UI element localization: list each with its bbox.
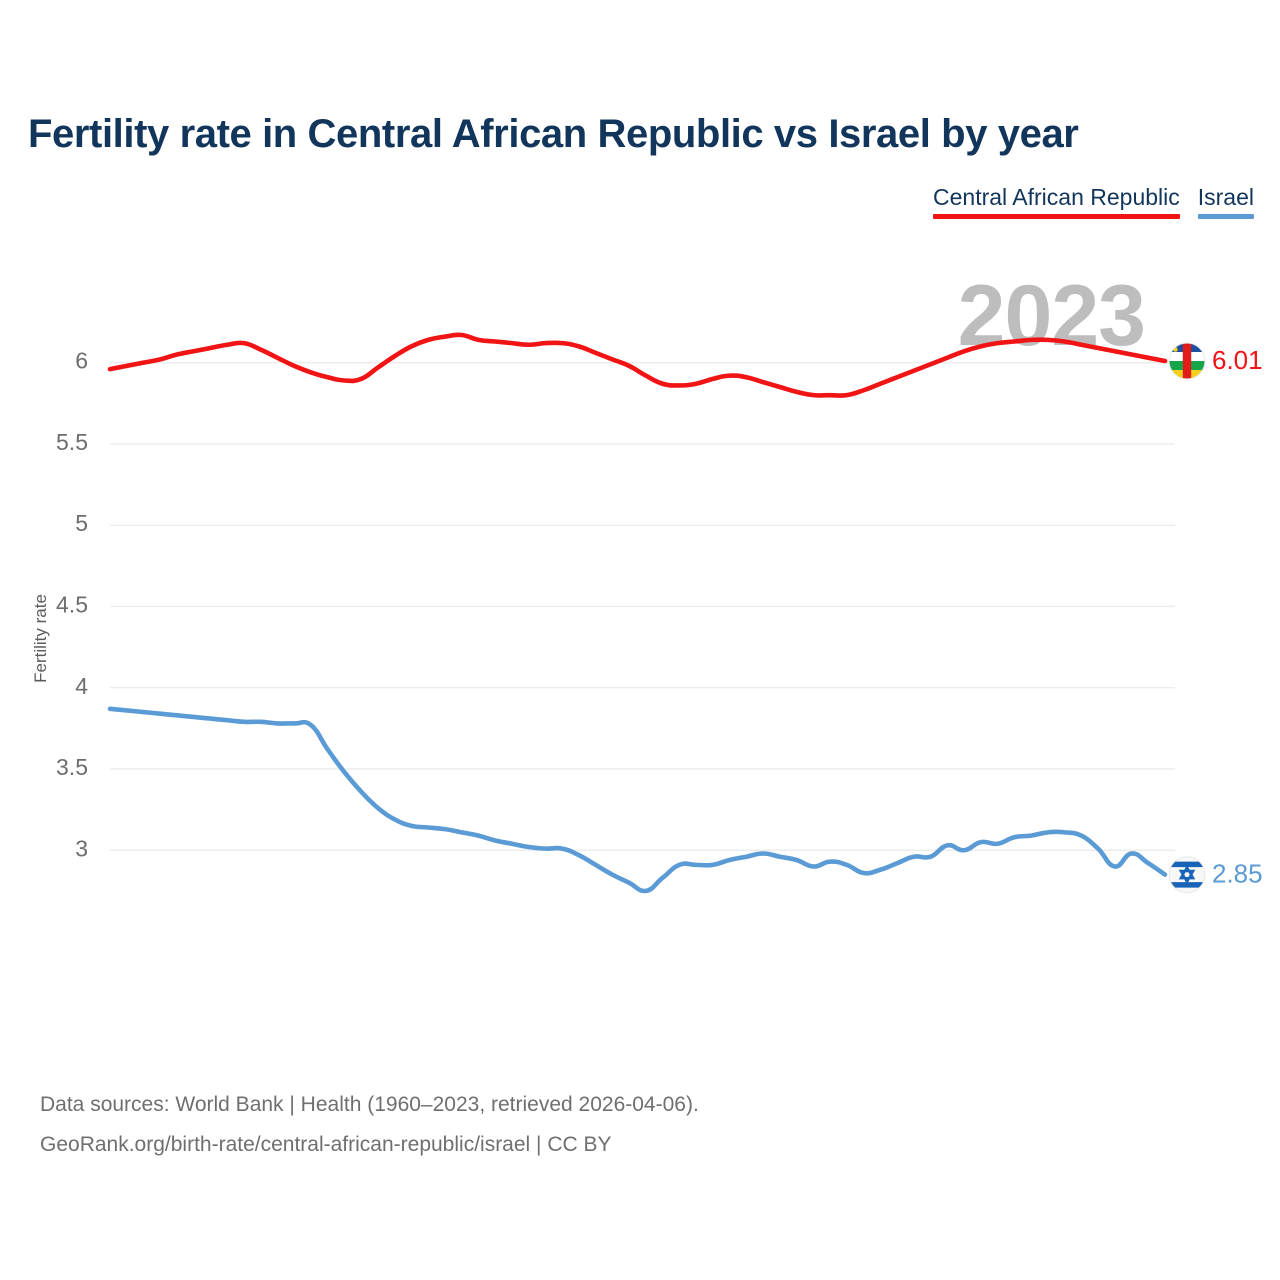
- endpoint-marker-central-african-republic[interactable]: [1168, 342, 1206, 380]
- x-tick-2020: 2020: [1087, 1009, 1143, 1010]
- x-axis-tick-labels: 1960 1970 1980 1990 2000 2010 2020: [82, 1009, 1142, 1010]
- page-title: Fertility rate in Central African Republ…: [28, 112, 1079, 156]
- end-value-label-central-african-republic: 6.01: [1212, 345, 1263, 375]
- y-tick-4: 4: [75, 673, 88, 699]
- x-tick-1990: 1990: [585, 1009, 641, 1010]
- y-axis-tick-labels: 3 3.5 4 4.5 5 5.5 6: [56, 348, 88, 862]
- endpoint-marker-israel[interactable]: [1168, 856, 1206, 894]
- footer-data-sources: Data sources: World Bank | Health (1960–…: [40, 1093, 699, 1116]
- x-tick-2010: 2010: [919, 1009, 975, 1010]
- y-tick-6: 6: [75, 348, 88, 374]
- gridlines: [110, 361, 1175, 851]
- y-tick-3.5: 3.5: [56, 754, 88, 780]
- x-tick-1980: 1980: [417, 1009, 473, 1010]
- chart-plot-area: 3 3.5 4 4.5 5 5.5 6 1960 1970 1980 1990 2000 2010 20…: [0, 250, 1280, 1010]
- year-watermark: 2023: [958, 268, 1145, 364]
- line-chart: 3 3.5 4 4.5 5 5.5 6 1960 1970 1980 1990 2000 2010 20…: [31, 268, 1263, 1010]
- legend-color-swatch-israel: [1197, 214, 1254, 219]
- y-tick-3: 3: [75, 835, 88, 861]
- legend-label-israel: Israel: [1197, 184, 1254, 210]
- legend-color-swatch-central-african-republic: [933, 214, 1180, 219]
- y-axis-title: Fertility rate: [31, 594, 50, 683]
- footer: Data sources: World Bank | Health (1960–…: [40, 1085, 699, 1165]
- legend: Central African Republic Israel: [933, 183, 1254, 219]
- x-tick-1970: 1970: [250, 1009, 306, 1010]
- footer-attribution: GeoRank.org/birth-rate/central-african-r…: [40, 1133, 612, 1156]
- y-tick-5.5: 5.5: [56, 429, 88, 455]
- x-tick-2000: 2000: [752, 1009, 808, 1010]
- series-line-central-african-republic: [107, 332, 1168, 398]
- x-tick-1960: 1960: [82, 1009, 138, 1010]
- y-tick-5: 5: [75, 510, 88, 536]
- series-line-israel: [107, 706, 1168, 894]
- legend-item-central-african-republic[interactable]: Central African Republic: [933, 183, 1180, 219]
- legend-label-central-african-republic: Central African Republic: [933, 184, 1180, 210]
- legend-item-israel[interactable]: Israel: [1197, 183, 1254, 219]
- y-tick-4.5: 4.5: [56, 592, 88, 618]
- end-value-label-israel: 2.85: [1212, 858, 1263, 888]
